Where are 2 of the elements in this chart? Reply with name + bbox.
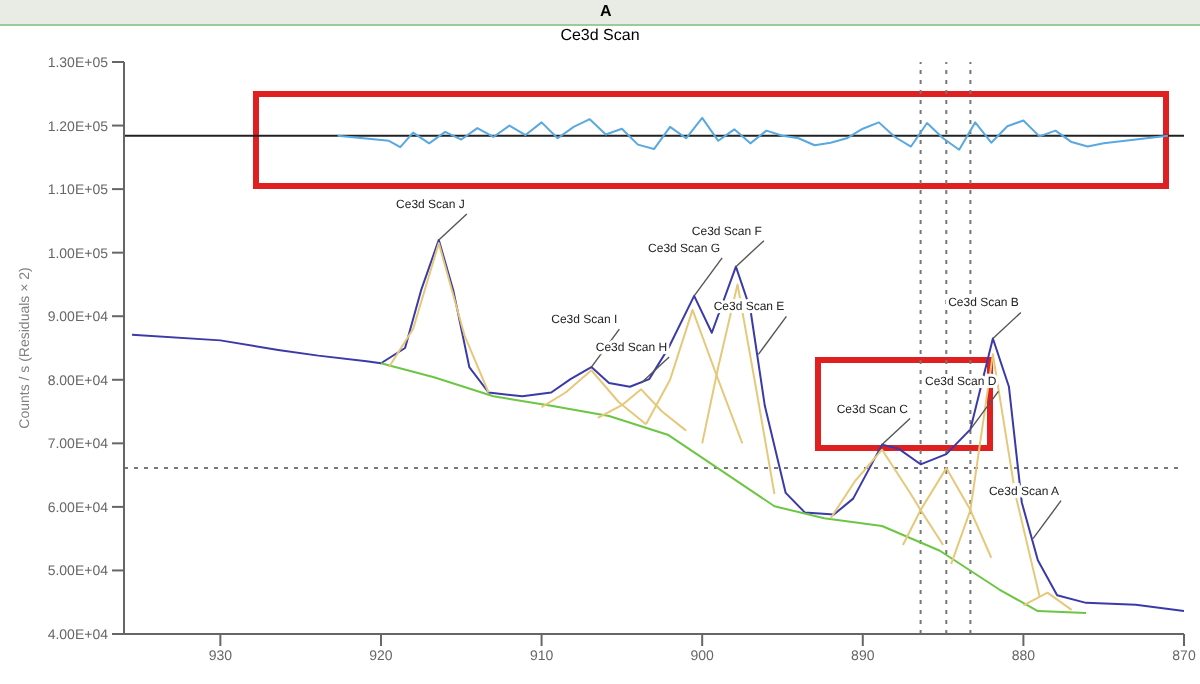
- chart-title: Ce3d Scan: [558, 26, 642, 44]
- text: A: [600, 2, 612, 20]
